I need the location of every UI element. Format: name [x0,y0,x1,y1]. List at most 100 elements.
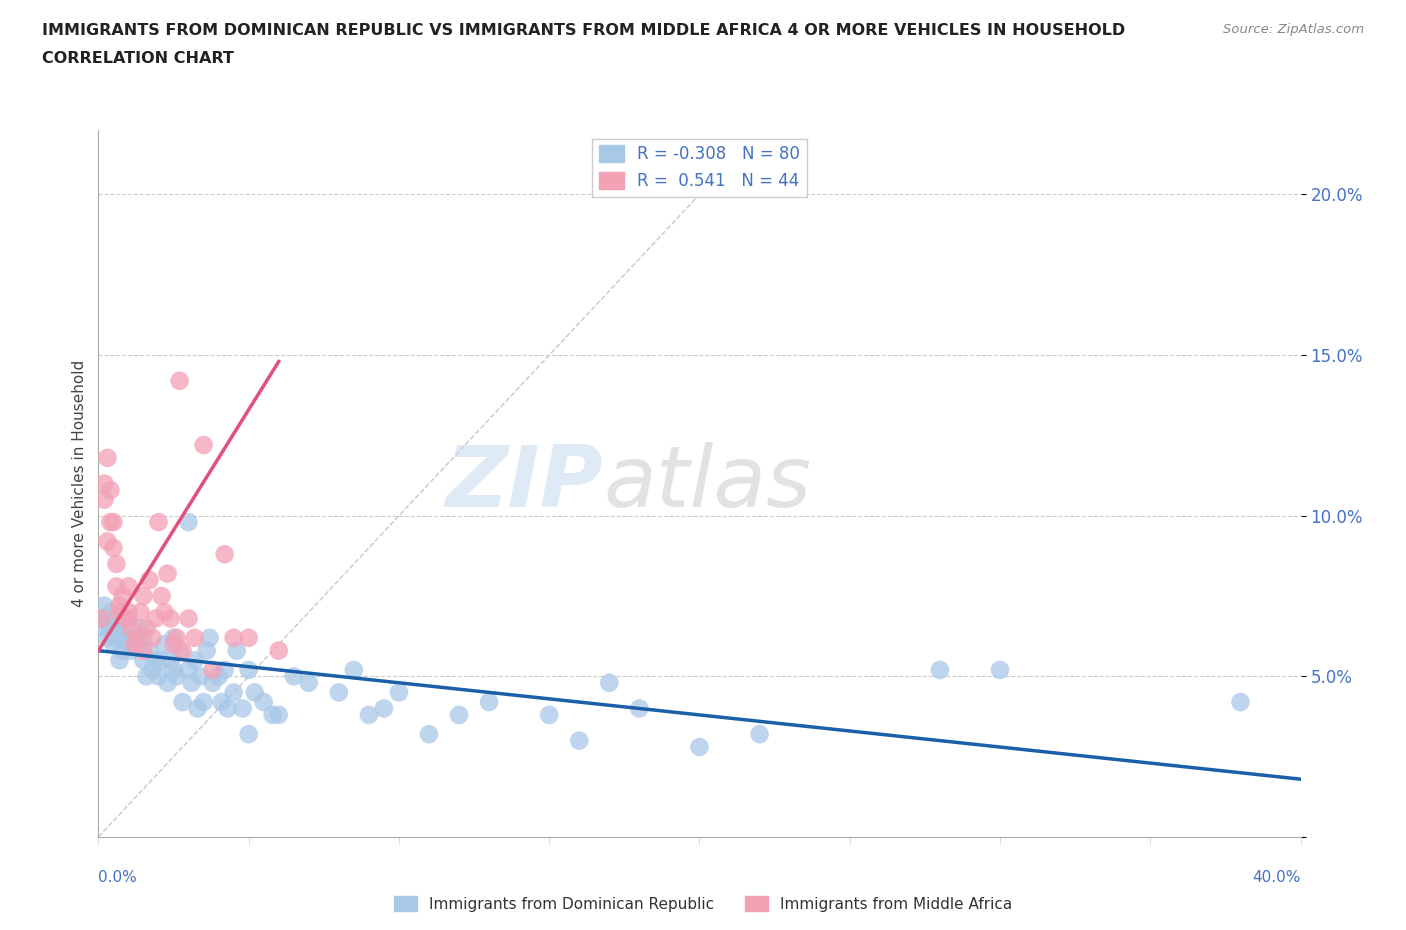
Text: 40.0%: 40.0% [1253,870,1301,884]
Point [211,695,233,710]
Point [156,675,179,690]
Point [138,644,160,658]
Point [214,662,236,677]
Point [150,653,173,668]
Point [243,685,266,700]
Point [166,631,188,645]
Point [145,611,167,626]
Point [114,611,136,626]
Legend: R = -0.308   N = 80, R =  0.541   N = 44: R = -0.308 N = 80, R = 0.541 N = 44 [592,139,807,196]
Point [127,631,149,645]
Y-axis label: 4 or more Vehicles in Household: 4 or more Vehicles in Household [72,360,87,607]
Point [100,514,122,529]
Point [201,662,224,677]
Point [111,644,134,658]
Point [124,631,146,645]
Point [214,547,236,562]
Text: atlas: atlas [603,442,811,525]
Text: ZIP: ZIP [446,442,603,525]
Point [267,644,290,658]
Point [114,631,136,645]
Point [183,631,205,645]
Point [103,637,125,652]
Point [190,669,212,684]
Point [108,604,131,619]
Text: Source: ZipAtlas.com: Source: ZipAtlas.com [1223,23,1364,36]
Point [100,604,122,619]
Point [159,611,181,626]
Point [132,653,155,668]
Point [153,604,176,619]
Point [373,701,395,716]
Point [129,604,152,619]
Point [117,611,139,626]
Point [93,598,115,613]
Point [93,476,115,491]
Point [90,611,112,626]
Point [166,669,188,684]
Point [177,662,200,677]
Point [267,708,290,723]
Point [108,611,131,626]
Point [96,611,118,626]
Point [100,483,122,498]
Point [169,644,191,658]
Point [103,514,125,529]
Point [162,637,184,652]
Text: IMMIGRANTS FROM DOMINICAN REPUBLIC VS IMMIGRANTS FROM MIDDLE AFRICA 4 OR MORE VE: IMMIGRANTS FROM DOMINICAN REPUBLIC VS IM… [42,23,1125,38]
Point [111,589,134,604]
Point [138,573,160,588]
Point [108,653,131,668]
Point [172,695,194,710]
Point [117,579,139,594]
Point [132,589,155,604]
Point [105,579,128,594]
Point [217,701,239,716]
Point [135,669,157,684]
Point [688,739,710,754]
Point [132,644,155,658]
Point [628,701,651,716]
Point [132,631,155,645]
Point [105,556,128,571]
Point [177,611,200,626]
Point [1229,695,1251,710]
Point [748,726,770,741]
Point [148,514,170,529]
Point [183,653,205,668]
Point [148,669,170,684]
Point [145,653,167,668]
Point [187,701,209,716]
Point [222,631,245,645]
Point [598,675,620,690]
Point [156,566,179,581]
Point [195,644,218,658]
Point [298,675,321,690]
Point [478,695,501,710]
Point [238,726,260,741]
Point [93,492,115,507]
Point [929,662,952,677]
Point [568,733,591,748]
Point [129,620,152,635]
Point [222,685,245,700]
Point [153,637,176,652]
Point [201,675,224,690]
Text: CORRELATION CHART: CORRELATION CHART [42,51,233,66]
Point [117,604,139,619]
Point [418,726,440,741]
Point [388,685,411,700]
Point [177,514,200,529]
Point [105,631,128,645]
Point [108,598,131,613]
Text: 0.0%: 0.0% [98,870,138,884]
Point [343,662,366,677]
Point [90,611,112,626]
Point [538,708,561,723]
Point [447,708,470,723]
Point [103,611,125,626]
Point [253,695,276,710]
Point [141,662,163,677]
Point [162,662,184,677]
Point [238,631,260,645]
